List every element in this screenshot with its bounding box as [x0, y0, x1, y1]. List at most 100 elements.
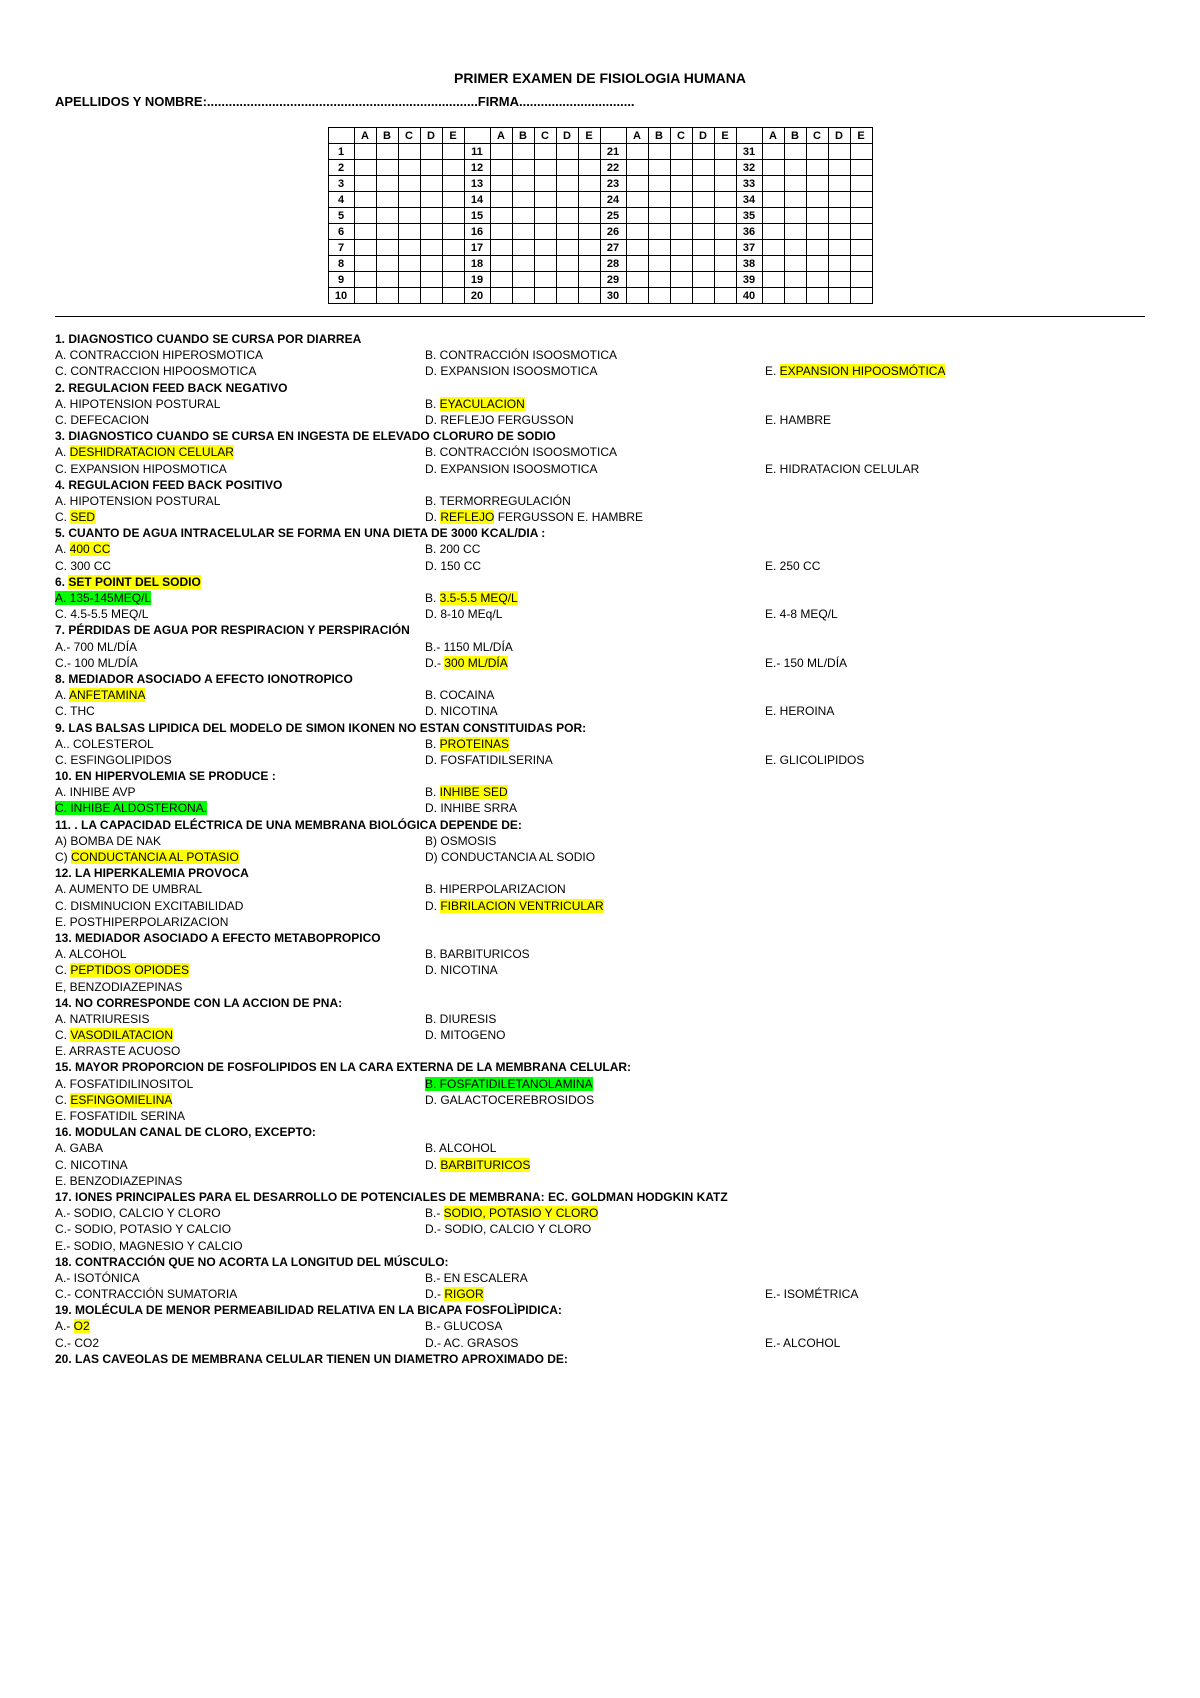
option: C.- CONTRACCIÓN SUMATORIA [55, 1286, 425, 1302]
question: 15. MAYOR PROPORCION DE FOSFOLIPIDOS EN … [55, 1059, 1145, 1124]
option: E. 4-8 MEQ/L [765, 606, 1145, 622]
option: B.- 1150 ML/DÍA [425, 639, 765, 655]
option: D. INHIBE SRRA [425, 800, 765, 816]
question-options: A. GABAB. ALCOHOLC. NICOTINAD. BARBITURI… [55, 1140, 1145, 1189]
option: E.- SODIO, MAGNESIO Y CALCIO [55, 1238, 425, 1254]
option: C. INHIBE ALDOSTERONA. [55, 800, 425, 816]
option: C. DISMINUCION EXCITABILIDAD [55, 898, 425, 914]
option: B.- SODIO, POTASIO Y CLORO [425, 1205, 765, 1221]
option: C) CONDUCTANCIA AL POTASIO [55, 849, 425, 865]
question: 18. CONTRACCIÓN QUE NO ACORTA LA LONGITU… [55, 1254, 1145, 1303]
question-options: A.- ISOTÓNICAB.- EN ESCALERAC.- CONTRACC… [55, 1270, 1145, 1302]
question-title: 1. DIAGNOSTICO CUANDO SE CURSA POR DIARR… [55, 331, 1145, 347]
option: E.- ISOMÉTRICA [765, 1286, 1145, 1302]
question-title: 17. IONES PRINCIPALES PARA EL DESARROLLO… [55, 1189, 1145, 1205]
exam-title: PRIMER EXAMEN DE FISIOLOGIA HUMANA [55, 70, 1145, 86]
option: A. GABA [55, 1140, 425, 1156]
question-title: 15. MAYOR PROPORCION DE FOSFOLIPIDOS EN … [55, 1059, 1145, 1075]
question: 6. SET POINT DEL SODIOA. 135-145MEQ/LB. … [55, 574, 1145, 623]
question-options: A. AUMENTO DE UMBRALB. HIPERPOLARIZACION… [55, 881, 1145, 930]
question-options: A. ALCOHOLB. BARBITURICOSC. PEPTIDOS OPI… [55, 946, 1145, 995]
option: A. 135-145MEQ/L [55, 590, 425, 606]
option: A. FOSFATIDILINOSITOL [55, 1076, 425, 1092]
option: C.- 100 ML/DÍA [55, 655, 425, 671]
option: C. ESFINGOLIPIDOS [55, 752, 425, 768]
option: A.- O2 [55, 1318, 425, 1334]
question-title: 8. MEDIADOR ASOCIADO A EFECTO IONOTROPIC… [55, 671, 1145, 687]
option: C. DEFECACION [55, 412, 425, 428]
option: C.- CO2 [55, 1335, 425, 1351]
option: E.- ALCOHOL [765, 1335, 1145, 1351]
question-title: 20. LAS CAVEOLAS DE MEMBRANA CELULAR TIE… [55, 1351, 1145, 1367]
option: C. PEPTIDOS OPIODES [55, 962, 425, 978]
question-title: 9. LAS BALSAS LIPIDICA DEL MODELO DE SIM… [55, 720, 1145, 736]
option: C. ESFINGOMIELINA [55, 1092, 425, 1108]
option: B. 3.5-5.5 MEQ/L [425, 590, 765, 606]
question-options: A. HIPOTENSION POSTURALB. EYACULACIONC. … [55, 396, 1145, 428]
question: 4. REGULACION FEED BACK POSITIVOA. HIPOT… [55, 477, 1145, 526]
option: E, BENZODIAZEPINAS [55, 979, 425, 995]
option: A.. COLESTEROL [55, 736, 425, 752]
question: 8. MEDIADOR ASOCIADO A EFECTO IONOTROPIC… [55, 671, 1145, 720]
option: A.- 700 ML/DÍA [55, 639, 425, 655]
question-options: A.- 700 ML/DÍAB.- 1150 ML/DÍAC.- 100 ML/… [55, 639, 1145, 671]
question: 14. NO CORRESPONDE CON LA ACCION DE PNA:… [55, 995, 1145, 1060]
option: A. NATRIURESIS [55, 1011, 425, 1027]
option: D.- AC. GRASOS [425, 1335, 765, 1351]
option: B. PROTEINAS [425, 736, 765, 752]
question: 2. REGULACION FEED BACK NEGATIVOA. HIPOT… [55, 380, 1145, 429]
option: A.- SODIO, CALCIO Y CLORO [55, 1205, 425, 1221]
question-options: A. DESHIDRATACION CELULARB. CONTRACCIÓN … [55, 444, 1145, 476]
option: B. INHIBE SED [425, 784, 765, 800]
question-options: A. ANFETAMINAB. COCAINAC. THCD. NICOTINA… [55, 687, 1145, 719]
option: A. HIPOTENSION POSTURAL [55, 493, 425, 509]
option: B. HIPERPOLARIZACION [425, 881, 765, 897]
name-line: APELLIDOS Y NOMBRE:.....................… [55, 94, 1145, 109]
question-options: A. HIPOTENSION POSTURALB. TERMORREGULACI… [55, 493, 1145, 525]
question-title: 16. MODULAN CANAL DE CLORO, EXCEPTO: [55, 1124, 1145, 1140]
option: D. FOSFATIDILSERINA [425, 752, 765, 768]
divider [55, 316, 1145, 317]
option: D. FIBRILACION VENTRICULAR [425, 898, 765, 914]
option: B. 200 CC [425, 541, 765, 557]
question-title: 11. . LA CAPACIDAD ELÉCTRICA DE UNA MEMB… [55, 817, 1145, 833]
option: C. SED [55, 509, 425, 525]
option: B. BARBITURICOS [425, 946, 765, 962]
option: B. CONTRACCIÓN ISOOSMOTICA [425, 347, 765, 363]
question: 1. DIAGNOSTICO CUANDO SE CURSA POR DIARR… [55, 331, 1145, 380]
option: B. ALCOHOL [425, 1140, 765, 1156]
question-options: A.- O2B.- GLUCOSAC.- CO2D.- AC. GRASOSE.… [55, 1318, 1145, 1350]
option: D. NICOTINA [425, 962, 765, 978]
question-title: 4. REGULACION FEED BACK POSITIVO [55, 477, 1145, 493]
question: 10. EN HIPERVOLEMIA SE PRODUCE :A. INHIB… [55, 768, 1145, 817]
question: 13. MEDIADOR ASOCIADO A EFECTO METABOPRO… [55, 930, 1145, 995]
question: 12. LA HIPERKALEMIA PROVOCAA. AUMENTO DE… [55, 865, 1145, 930]
option: A. AUMENTO DE UMBRAL [55, 881, 425, 897]
question-options: A. NATRIURESISB. DIURESISC. VASODILATACI… [55, 1011, 1145, 1060]
question-title: 14. NO CORRESPONDE CON LA ACCION DE PNA: [55, 995, 1145, 1011]
option: C. NICOTINA [55, 1157, 425, 1173]
question-title: 6. SET POINT DEL SODIO [55, 574, 1145, 590]
option: D. 8-10 MEq/L [425, 606, 765, 622]
option: C. CONTRACCION HIPOOSMOTICA [55, 363, 425, 379]
option: D. REFLEJO FERGUSSON E. HAMBRE [425, 509, 765, 525]
option: E. 250 CC [765, 558, 1145, 574]
question-title: 12. LA HIPERKALEMIA PROVOCA [55, 865, 1145, 881]
option: E. FOSFATIDIL SERINA [55, 1108, 425, 1124]
option: A. INHIBE AVP [55, 784, 425, 800]
option: A) BOMBA DE NAK [55, 833, 425, 849]
question-title: 10. EN HIPERVOLEMIA SE PRODUCE : [55, 768, 1145, 784]
option: E. GLICOLIPIDOS [765, 752, 1145, 768]
question: 3. DIAGNOSTICO CUANDO SE CURSA EN INGEST… [55, 428, 1145, 477]
option: C. EXPANSION HIPOSMOTICA [55, 461, 425, 477]
question: 17. IONES PRINCIPALES PARA EL DESARROLLO… [55, 1189, 1145, 1254]
option: D. 150 CC [425, 558, 765, 574]
option: C. 4.5-5.5 MEQ/L [55, 606, 425, 622]
question: 5. CUANTO DE AGUA INTRACELULAR SE FORMA … [55, 525, 1145, 574]
option: B. COCAINA [425, 687, 765, 703]
option: B) OSMOSIS [425, 833, 765, 849]
option: A. CONTRACCION HIPEROSMOTICA [55, 347, 425, 363]
answer-grid: ABCDEABCDEABCDEABCDE11121312122232313233… [328, 127, 873, 304]
question-options: A.- SODIO, CALCIO Y CLOROB.- SODIO, POTA… [55, 1205, 1145, 1254]
option: A. DESHIDRATACION CELULAR [55, 444, 425, 460]
